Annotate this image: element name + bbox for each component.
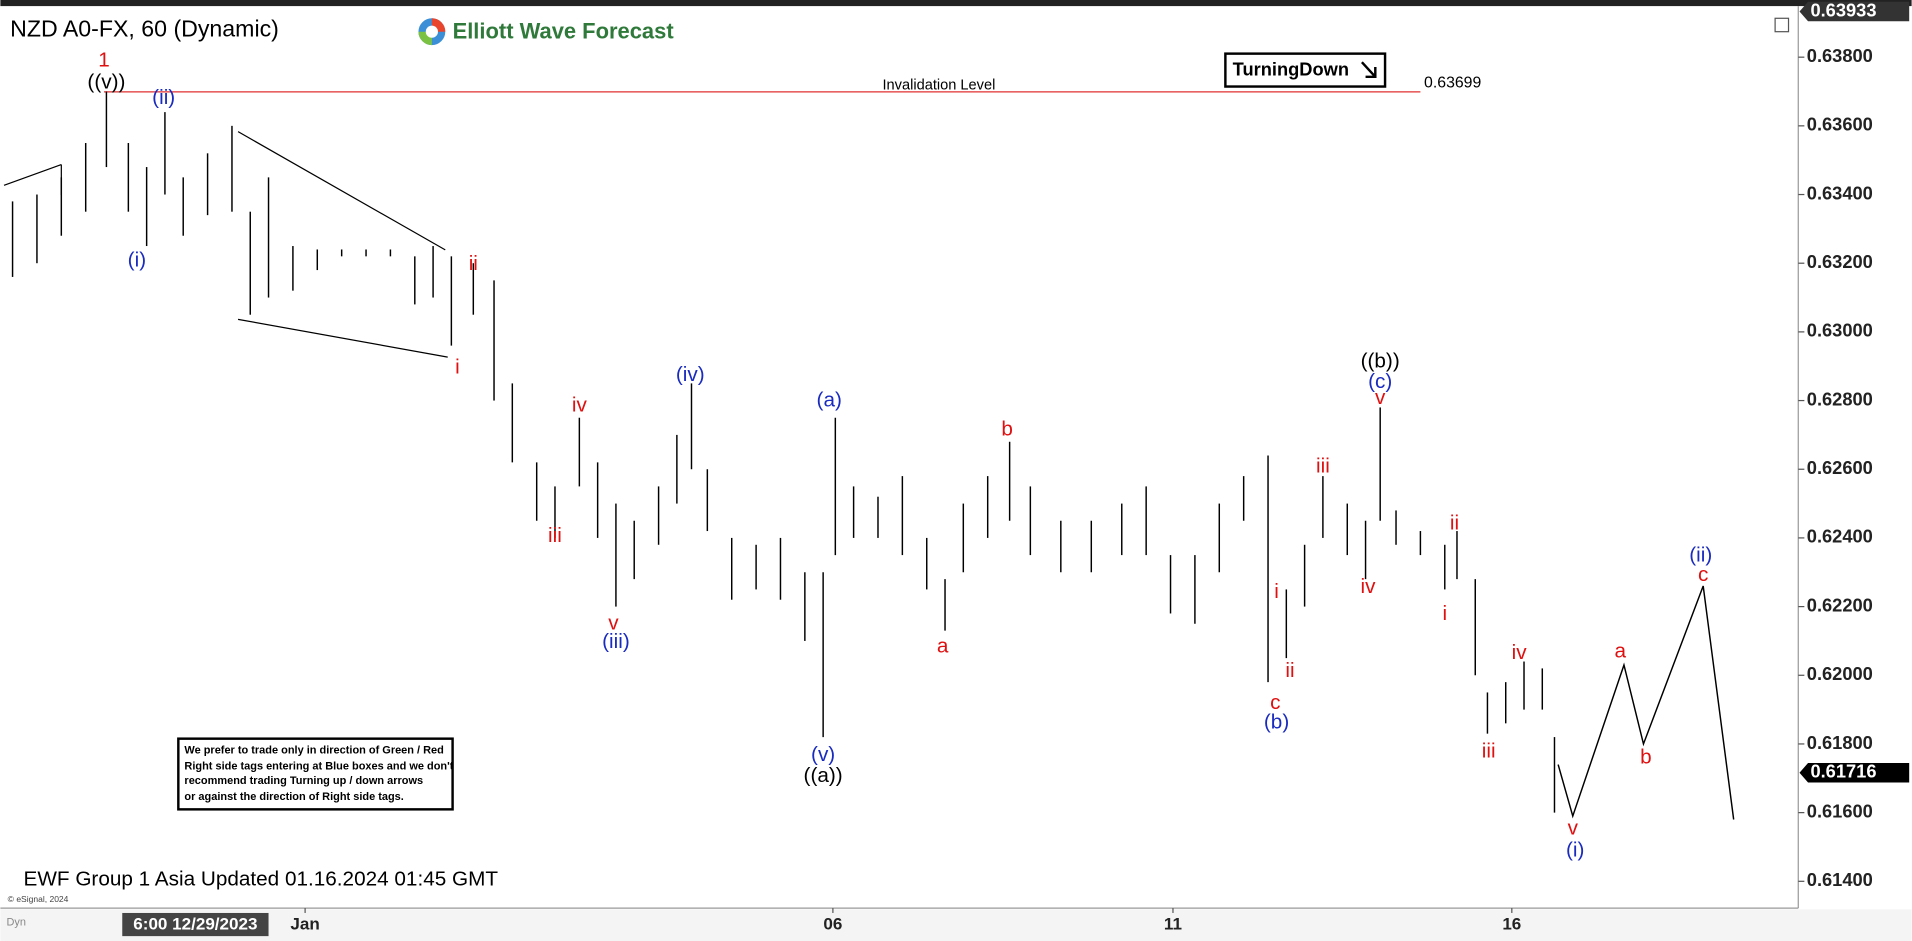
logo: Elliott Wave Forecast xyxy=(418,18,675,46)
signal-text: TurningDown xyxy=(1233,59,1349,80)
window-button[interactable] xyxy=(1774,17,1790,33)
wave-label: c xyxy=(1270,691,1280,714)
wave-label: (iii) xyxy=(602,630,630,653)
invalidation-text: Invalidation Level xyxy=(882,78,995,94)
wave-label: i xyxy=(1274,580,1279,603)
chart-title: NZD A0-FX, 60 (Dynamic) xyxy=(10,16,279,42)
price-marker-box xyxy=(1799,763,1910,783)
wave-label: ((a)) xyxy=(804,764,843,787)
trend-line xyxy=(3,163,62,186)
trend-line xyxy=(237,131,446,251)
y-tick-label: 0.62400 xyxy=(1807,526,1873,547)
x-tick-label: 06 xyxy=(823,915,842,934)
wave-label: b xyxy=(1640,746,1652,769)
signal-arrow xyxy=(1360,61,1377,79)
wave-label: iv xyxy=(1361,575,1377,598)
note-frame xyxy=(177,737,454,811)
wave-label: a xyxy=(937,635,949,658)
y-tick-label: 0.63400 xyxy=(1807,182,1873,203)
wave-label: (v) xyxy=(811,743,835,766)
wave-label: ((b)) xyxy=(1361,349,1400,372)
wave-label: (a) xyxy=(817,388,842,411)
y-tick-label: 0.62600 xyxy=(1807,457,1873,478)
note-line: We prefer to trade only in direction of … xyxy=(184,745,443,757)
wave-label: iv xyxy=(572,393,588,416)
wave-label: ((v)) xyxy=(87,70,125,93)
logo-text: Elliott Wave Forecast xyxy=(453,19,675,44)
wave-label: v xyxy=(1375,386,1386,409)
wave-label: v xyxy=(608,612,619,635)
price-marker-label: 0.61716 xyxy=(1810,761,1876,782)
wave-label: (i) xyxy=(1566,838,1584,861)
wave-label: (b) xyxy=(1264,710,1289,733)
wave-label: ii xyxy=(469,252,478,275)
x-tick-label: 11 xyxy=(1164,915,1182,934)
wave-label: iv xyxy=(1512,641,1528,664)
signal-frame xyxy=(1224,52,1387,88)
mode-label: Dyn xyxy=(6,917,26,929)
wave-label: v xyxy=(1568,816,1579,839)
wave-label: iii xyxy=(548,524,562,547)
wave-label: (i) xyxy=(128,248,146,271)
wave-label: 1 xyxy=(98,48,110,71)
update-text: EWF Group 1 Asia Updated 01.16.2024 01:4… xyxy=(24,868,499,891)
wave-label: c xyxy=(1698,563,1708,586)
top-bar xyxy=(0,0,1912,7)
y-tick-label: 0.61800 xyxy=(1807,732,1873,753)
y-tick-label: 0.63600 xyxy=(1807,114,1873,135)
cursor-time-box xyxy=(122,912,269,937)
note-line: Right side tags entering at Blue boxes a… xyxy=(184,761,453,773)
x-tick-label: Jan xyxy=(290,915,319,934)
trend-line xyxy=(237,318,448,358)
wave-label: (c) xyxy=(1368,370,1392,393)
wave-label: ii xyxy=(1450,512,1459,535)
wave-label: (ii) xyxy=(152,86,175,109)
note-box: We prefer to trade only in direction of … xyxy=(177,737,454,811)
y-tick-label: 0.63000 xyxy=(1807,320,1873,341)
wave-label: i xyxy=(455,356,460,379)
y-tick-label: 0.61400 xyxy=(1807,869,1873,890)
wave-label: iii xyxy=(1482,740,1496,763)
time-axis xyxy=(0,909,1912,941)
y-tick-label: 0.63200 xyxy=(1807,251,1873,272)
signal-box: TurningDown xyxy=(1224,52,1387,88)
cursor-time: 6:00 12/29/2023 xyxy=(133,915,257,934)
y-tick-label: 0.63800 xyxy=(1807,45,1873,66)
invalidation-value: 0.63699 xyxy=(1424,75,1481,92)
y-tick-label: 0.62200 xyxy=(1807,594,1873,615)
wedge-lines xyxy=(3,131,448,358)
logo-icon xyxy=(425,25,438,38)
y-tick-label: 0.62000 xyxy=(1807,663,1873,684)
wave-label: i xyxy=(1442,602,1447,625)
x-tick-label: 16 xyxy=(1502,915,1521,934)
projection-line xyxy=(1557,585,1735,820)
price-marker-label: 0.63933 xyxy=(1810,0,1876,20)
y-tick-label: 0.61600 xyxy=(1807,800,1873,821)
wave-label: a xyxy=(1615,640,1627,663)
wave-label: iii xyxy=(1316,454,1330,477)
note-line: or against the direction of Right side t… xyxy=(184,791,403,803)
copyright: © eSignal, 2024 xyxy=(8,894,69,904)
y-tick-label: 0.62800 xyxy=(1807,388,1873,409)
wave-label: (iv) xyxy=(676,363,705,386)
price-marker-box xyxy=(1799,1,1910,22)
wave-label: (ii) xyxy=(1689,543,1712,566)
wave-label: ii xyxy=(1285,659,1294,682)
wave-label: b xyxy=(1001,418,1013,441)
note-line: recommend trading Turning up / down arro… xyxy=(184,775,423,787)
